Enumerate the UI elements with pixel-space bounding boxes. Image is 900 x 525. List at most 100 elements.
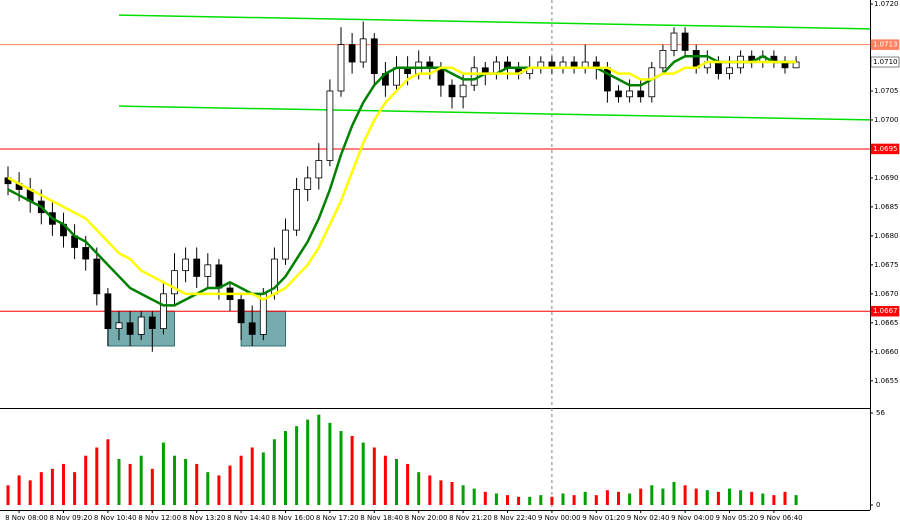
volume-bar [494, 493, 498, 505]
volume-bar [217, 475, 221, 505]
volume-bar [295, 426, 299, 505]
volume-bar [517, 496, 521, 505]
candle-body [692, 50, 700, 69]
candle-body [348, 44, 356, 63]
level-label: 1.0667 [873, 307, 898, 315]
x-tick-label: 8 Nov 14:40 [227, 514, 270, 522]
y-tick-label: 1.0665 [874, 319, 899, 327]
x-tick-label: 8 Nov 17:20 [316, 514, 359, 522]
candle-body [626, 90, 633, 98]
candle-body [171, 270, 178, 295]
level-label-box [870, 143, 900, 155]
volume-bar [605, 490, 609, 505]
volume-bar [417, 472, 421, 505]
volume-bar [106, 439, 110, 505]
x-tick-label: 8 Nov 09:20 [50, 514, 93, 522]
volume-bar [683, 485, 687, 505]
volume-bar [439, 480, 443, 505]
volume-bar [317, 414, 321, 505]
volume-bar [728, 488, 731, 505]
volume-bar [450, 482, 454, 505]
candle-body [204, 264, 212, 277]
candle-body [104, 293, 112, 330]
candle-body [393, 67, 400, 86]
volume-bar [617, 491, 620, 505]
y-tick-label: 1.0720 [874, 0, 899, 8]
candle-body [315, 160, 323, 179]
candle-body [148, 316, 156, 330]
volume-bar [206, 472, 210, 505]
candle-body [681, 32, 689, 51]
volume-bar [228, 465, 232, 505]
channel-line [118, 14, 871, 30]
volume-bar [750, 491, 754, 505]
volume-bar [472, 488, 476, 505]
volume-bar [383, 455, 387, 505]
x-tick-label: 8 Nov 21:20 [449, 514, 492, 522]
volume-bar [550, 496, 554, 505]
candle-body [282, 229, 289, 260]
candle-body [437, 67, 445, 86]
volume-bar [461, 485, 465, 505]
volume-bar [639, 488, 643, 505]
x-tick-label: 8 Nov 12:00 [138, 514, 181, 522]
x-tick-label: 9 Nov 01:20 [582, 514, 625, 522]
candle-body [248, 322, 256, 335]
volume-bar [406, 463, 410, 505]
volume-bar [672, 482, 676, 505]
x-tick-label: 9 Nov 06:40 [760, 514, 803, 522]
candle-body [215, 264, 223, 289]
volume-bar [783, 491, 787, 505]
volume-bar [694, 488, 698, 505]
volume-bar [794, 495, 798, 505]
level-label: 1.0695 [873, 145, 898, 153]
candle-body [126, 322, 134, 335]
x-tick-label: 8 Nov 20:00 [405, 514, 448, 522]
volume-bar [395, 459, 398, 505]
volume-bar [6, 485, 10, 505]
y-tick-label: 1.0660 [874, 348, 899, 356]
volume-bar [250, 447, 254, 505]
volume-bar [284, 431, 287, 505]
volume-bar [84, 455, 88, 505]
volume-bar [39, 472, 43, 505]
level-label: 1.0713 [873, 41, 898, 49]
candle-body [137, 316, 145, 335]
volume-bar [561, 493, 565, 505]
candle-body [637, 90, 645, 98]
candle-body [326, 90, 334, 161]
x-tick-label: 8 Nov 13:20 [183, 514, 226, 522]
level-label: 1.0710 [873, 58, 898, 66]
candle-body [459, 84, 467, 98]
y-tick-label: 1.0680 [874, 232, 899, 240]
volume-bar [716, 491, 720, 505]
volume-bar [272, 439, 276, 505]
volume-bar [772, 495, 776, 505]
candle-body [359, 38, 367, 63]
volume-bar [239, 455, 243, 505]
candle-body [293, 189, 301, 231]
level-label-box [870, 39, 900, 50]
volume-bar [150, 468, 154, 505]
volume-bar [428, 475, 432, 505]
volume-bar [328, 422, 332, 505]
candle-body [370, 38, 378, 75]
volume-bar [17, 475, 21, 505]
volume-bar [62, 463, 65, 505]
candle-body [448, 84, 456, 98]
volume-tick-label: 0 [876, 501, 880, 509]
candle-body [159, 293, 167, 330]
volume-tick-label: 56 [876, 409, 885, 417]
candle-body [726, 67, 733, 75]
volume-bar [339, 431, 343, 505]
level-label-box [870, 56, 900, 68]
candle-body [82, 247, 90, 260]
volume-bar [350, 436, 354, 505]
volume-bar [73, 472, 77, 505]
candle-body [659, 50, 667, 69]
x-tick-label: 8 Nov 08:00 [5, 514, 48, 522]
candle-body [670, 32, 678, 51]
volume-bar [161, 442, 165, 505]
candle-body [115, 322, 123, 330]
